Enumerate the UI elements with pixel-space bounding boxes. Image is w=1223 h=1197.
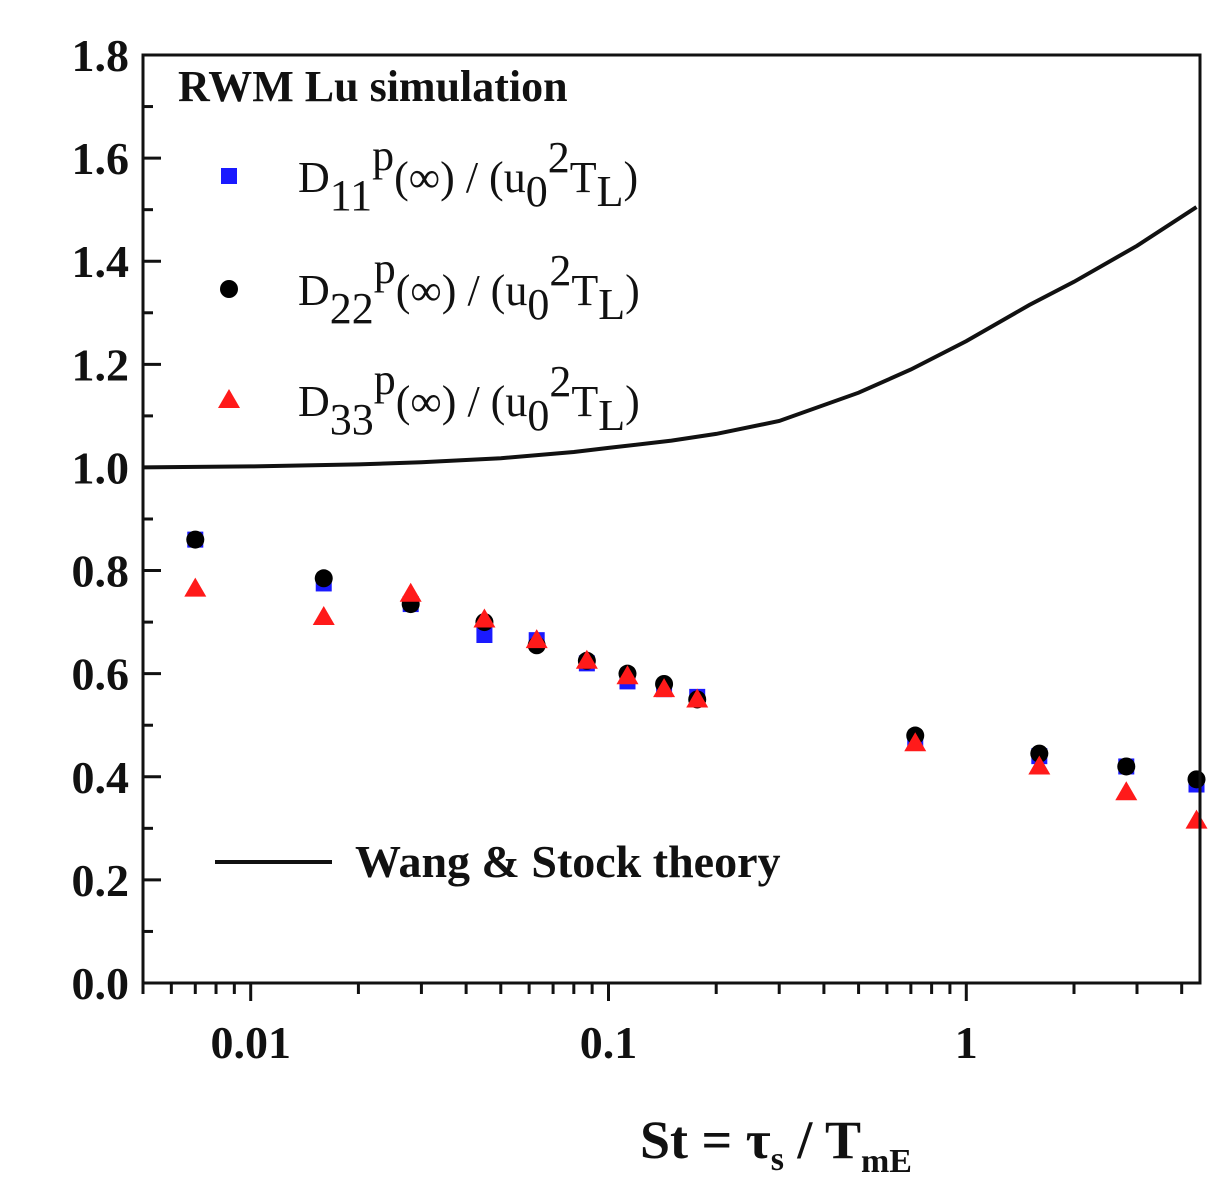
point-d33 (184, 577, 207, 597)
point-d33 (904, 732, 927, 752)
x-tick-label: 0.01 (210, 1017, 291, 1068)
x-tick-label: 1 (955, 1017, 978, 1068)
point-d33 (616, 665, 639, 685)
point-d33 (653, 678, 676, 698)
x-tick-label: 0.1 (580, 1017, 638, 1068)
x-axis-title: St = τs / TmE (640, 1110, 912, 1180)
y-tick-label: 1.6 (72, 133, 130, 184)
y-tick-label: 0.4 (72, 752, 130, 803)
legend-label-d33: D33p(∞) / (u02TL) (298, 355, 640, 444)
legend-label-d22: D22p(∞) / (u02TL) (298, 244, 640, 333)
y-tick-label: 1.8 (72, 30, 130, 81)
point-d22 (1117, 757, 1136, 776)
point-d33 (686, 688, 709, 708)
point-d22 (314, 569, 333, 588)
y-tick-label: 1.0 (72, 442, 130, 493)
legend-marker-d11 (221, 168, 237, 184)
theory-legend: Wang & Stock theory (215, 836, 781, 887)
legend-title: RWM Lu simulation (178, 62, 568, 111)
theory-legend-label: Wang & Stock theory (355, 836, 781, 887)
theory-line (142, 205, 1198, 470)
point-d33 (525, 629, 548, 649)
point-d22 (1187, 770, 1206, 789)
y-tick-label: 0.8 (72, 546, 130, 597)
y-tick-label: 0.0 (72, 958, 130, 1009)
point-d22 (1030, 744, 1049, 763)
plot-frame (141, 53, 1202, 985)
point-d11 (476, 627, 493, 643)
legend: RWM Lu simulation D11p(∞) / (u02TL) D22p(… (178, 62, 640, 444)
point-d33 (399, 582, 422, 602)
point-d33 (473, 608, 496, 628)
point-d22 (186, 530, 205, 549)
legend-label-d11: D11p(∞) / (u02TL) (298, 131, 638, 220)
legend-marker-d22 (220, 280, 238, 298)
axis-ticks: 0.0 0.2 0.4 0.6 0.8 1.0 1.2 1.4 1.6 1.8 0.01 0.1 1 (72, 30, 1184, 1068)
point-d33 (312, 605, 335, 625)
y-tick-label: 1.2 (72, 339, 130, 390)
y-tick-label: 0.6 (72, 649, 130, 700)
plot-data (142, 205, 1208, 829)
point-d33 (575, 649, 598, 669)
legend-marker-d33 (218, 389, 240, 408)
point-d33 (1115, 781, 1138, 801)
point-d33 (1028, 755, 1051, 775)
point-d33 (1185, 809, 1208, 829)
y-tick-label: 1.4 (72, 236, 130, 287)
y-tick-label: 0.2 (72, 855, 130, 906)
